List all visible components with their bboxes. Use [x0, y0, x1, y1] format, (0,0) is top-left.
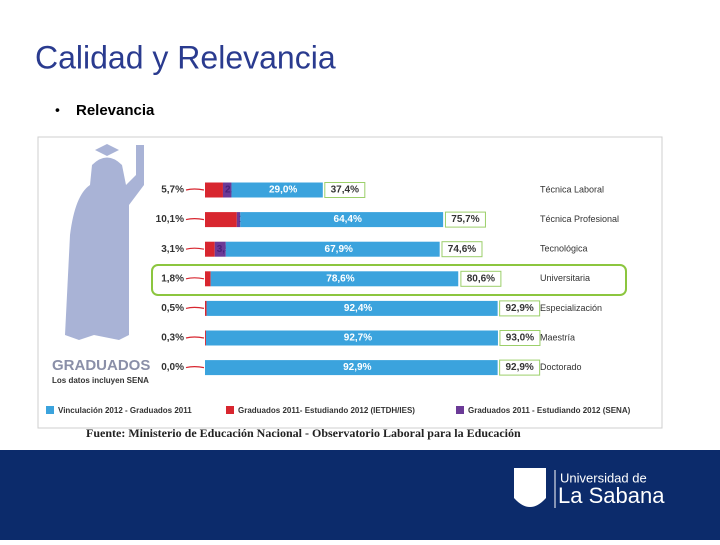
total-value-label: 37,4%	[331, 185, 359, 196]
bar-ietdh	[205, 241, 215, 257]
red-value-label: 0,0%	[161, 362, 184, 373]
red-value-label: 1,8%	[161, 273, 184, 284]
total-box	[499, 359, 541, 376]
category-label: Maestría	[540, 332, 575, 342]
graduate-figure	[65, 144, 144, 340]
label-arrow	[185, 336, 205, 339]
label-arrow	[185, 188, 205, 191]
label-arrow	[185, 218, 205, 221]
total-value-label: 92,9%	[505, 303, 533, 314]
red-value-label: 0,3%	[161, 333, 184, 344]
bar-ietdh	[205, 212, 237, 228]
total-value-label: 80,6%	[467, 273, 495, 284]
red-value-label: 5,7%	[161, 185, 184, 196]
category-label: Universitaria	[540, 273, 590, 283]
slide-title: Calidad y Relevancia	[35, 39, 336, 75]
figure-title: GRADUADOS	[52, 357, 150, 374]
total-box	[460, 270, 502, 287]
label-arrow	[185, 277, 205, 280]
bar-vinculacion	[205, 330, 498, 346]
bar-ietdh	[205, 271, 211, 287]
bar-vinculacion	[205, 360, 498, 376]
footer-band	[0, 450, 720, 540]
bar-ietdh	[205, 330, 206, 346]
highlight-box	[151, 264, 627, 296]
bar-vinculacion	[225, 241, 440, 257]
bullet-dot: •	[55, 102, 60, 118]
red-value-label: 3,1%	[161, 244, 184, 255]
vinculacion-value-label: 67,9%	[325, 244, 353, 255]
bar-sena	[214, 241, 226, 257]
category-label: Técnica Laboral	[540, 184, 604, 194]
category-label: Tecnológica	[540, 244, 588, 254]
category-label: Especialización	[540, 303, 602, 313]
total-box	[444, 211, 486, 228]
source-note: Fuente: Ministerio de Educación Nacional…	[86, 426, 521, 440]
total-value-label: 92,9%	[505, 362, 533, 373]
label-arrow	[185, 366, 205, 369]
bar-vinculacion	[210, 271, 459, 287]
red-value-label: 0,5%	[161, 303, 184, 314]
label-arrow	[185, 247, 205, 250]
bar-vinculacion	[240, 212, 444, 228]
logo-line2: La Sabana	[558, 483, 665, 508]
vinculacion-value-label: 64,4%	[334, 214, 362, 225]
total-value-label: 75,7%	[451, 214, 479, 225]
legend-swatch	[456, 406, 464, 414]
bar-ietdh	[205, 182, 223, 198]
total-box	[499, 330, 541, 346]
total-value-label: 74,6%	[448, 244, 476, 255]
legend-label: Graduados 2011- Estudiando 2012 (IETDH/I…	[238, 406, 415, 415]
bar-vinculacion	[206, 300, 498, 316]
legend-label: Graduados 2011 - Estudiando 2012 (SENA)	[468, 406, 631, 415]
total-box	[441, 241, 483, 258]
legend-swatch	[226, 406, 234, 414]
red-value-label: 10,1%	[156, 214, 184, 225]
bar-sena	[222, 182, 232, 198]
bullet-text: Relevancia	[76, 102, 155, 119]
total-box	[324, 182, 366, 198]
logo-line1: Universidad de	[560, 470, 647, 485]
vinculacion-value-label: 92,4%	[344, 303, 372, 314]
legend-label: Vinculación 2012 - Graduados 2011	[58, 406, 192, 415]
bar-sena	[236, 212, 241, 228]
vinculacion-value-label: 92,9%	[343, 362, 371, 373]
label-arrow	[185, 306, 205, 309]
vinculacion-value-label: 29,0%	[269, 185, 297, 196]
logo-shield	[514, 468, 546, 507]
figure-note: Los datos incluyen SENA	[52, 376, 149, 385]
bar-ietdh	[205, 300, 207, 316]
bar-vinculacion	[231, 182, 323, 198]
vinculacion-value-label: 78,6%	[326, 273, 354, 284]
category-label: Técnica Profesional	[540, 214, 619, 224]
vinculacion-value-label: 92,7%	[344, 333, 372, 344]
legend-swatch	[46, 406, 54, 414]
total-box	[499, 300, 541, 317]
total-value-label: 93,0%	[506, 333, 534, 344]
category-label: Doctorado	[540, 362, 582, 372]
